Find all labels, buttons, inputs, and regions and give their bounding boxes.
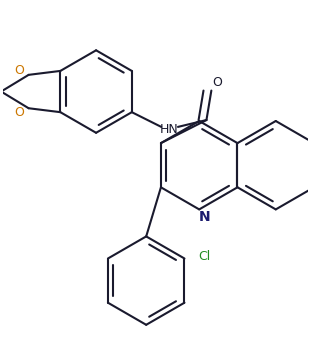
Text: Cl: Cl xyxy=(198,250,210,263)
Text: O: O xyxy=(212,76,222,89)
Text: O: O xyxy=(14,64,24,77)
Text: N: N xyxy=(198,210,210,224)
Text: O: O xyxy=(14,106,24,119)
Text: HN: HN xyxy=(160,123,179,136)
